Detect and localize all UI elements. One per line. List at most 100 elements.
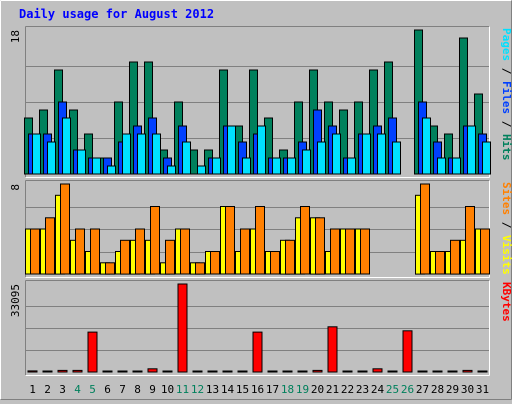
bar-pages-day-3 [62, 117, 71, 175]
bar-sites-day-18 [285, 239, 295, 275]
x-tick-label-day-30: 30 [461, 383, 474, 396]
x-tick-label-day-19: 19 [296, 383, 309, 396]
bar-kbytes-day-19 [297, 370, 308, 373]
legend-entry-kbytes: KBytes [500, 282, 512, 322]
x-tick-label-day-3: 3 [59, 383, 66, 396]
bar-sites-day-15 [240, 228, 250, 275]
bar-pages-day-25 [392, 141, 401, 175]
x-tick-label-day-20: 20 [311, 383, 324, 396]
bar-kbytes-day-5 [87, 331, 98, 373]
bar-pages-day-28 [437, 157, 446, 175]
bar-pages-day-31 [482, 141, 491, 175]
bar-pages-day-9 [152, 133, 161, 175]
bar-pages-day-11 [182, 141, 191, 175]
bar-sites-day-5 [90, 228, 100, 275]
x-tick-label-day-26: 26 [401, 383, 414, 396]
bar-pages-day-17 [272, 157, 281, 175]
bar-pages-day-19 [302, 149, 311, 175]
bar-sites-day-16 [255, 206, 265, 275]
x-tick-label-day-25: 25 [386, 383, 399, 396]
legend: Pages / Files / Hits Sites / Visits KBytes [500, 28, 512, 322]
x-tick-label-day-16: 16 [251, 383, 264, 396]
panel-sites-visits [25, 180, 490, 278]
bar-sites-day-10 [165, 239, 175, 275]
panel-kbytes [25, 280, 490, 376]
bar-pages-day-5 [92, 157, 101, 175]
legend-entry-pages: Pages [500, 28, 512, 61]
bar-sites-day-6 [105, 262, 115, 275]
bar-pages-day-4 [77, 149, 86, 175]
bar-kbytes-day-9 [147, 368, 158, 373]
x-tick-label-day-27: 27 [416, 383, 429, 396]
x-tick-label-day-12: 12 [191, 383, 204, 396]
bar-kbytes-day-20 [312, 369, 323, 373]
bar-pages-day-6 [107, 165, 116, 175]
bar-pages-day-10 [167, 165, 176, 175]
bar-pages-day-7 [122, 133, 131, 175]
bar-kbytes-day-22 [342, 370, 353, 373]
bar-kbytes-day-6 [102, 370, 113, 373]
bar-pages-day-29 [452, 157, 461, 175]
y-axis-max-label: 8 [9, 184, 22, 191]
y-axis-max-label: 18 [9, 30, 22, 43]
bar-pages-day-1 [32, 133, 41, 175]
bar-pages-day-18 [287, 157, 296, 175]
legend-sites-visits: Sites / Visits [500, 182, 512, 275]
x-tick-label-day-15: 15 [236, 383, 249, 396]
bar-pages-day-24 [377, 133, 386, 175]
bar-pages-day-15 [242, 157, 251, 175]
bar-pages-day-2 [47, 141, 56, 175]
bar-kbytes-day-28 [432, 370, 443, 373]
bar-pages-day-30 [467, 125, 476, 175]
bar-sites-day-1 [30, 228, 40, 275]
bar-kbytes-day-31 [477, 370, 488, 373]
bar-sites-day-2 [45, 217, 55, 275]
bar-kbytes-day-11 [177, 283, 188, 373]
bar-sites-day-11 [180, 228, 190, 275]
bar-sites-day-28 [435, 251, 445, 275]
bar-pages-day-22 [347, 157, 356, 175]
bar-sites-day-31 [480, 228, 490, 275]
bar-kbytes-day-21 [327, 326, 338, 373]
legend-entry-visits: Visits [500, 235, 512, 275]
legend-kbytes: KBytes [500, 282, 512, 322]
bar-kbytes-day-17 [267, 370, 278, 373]
x-tick-label-day-7: 7 [119, 383, 126, 396]
bar-sites-day-4 [75, 228, 85, 275]
bar-kbytes-day-29 [447, 370, 458, 373]
bar-pages-day-20 [317, 141, 326, 175]
x-tick-label-day-18: 18 [281, 383, 294, 396]
bar-sites-day-8 [135, 228, 145, 275]
bar-kbytes-day-30 [462, 369, 473, 373]
y-axis-max-label: 33095 [9, 284, 22, 317]
panel-hits-files-pages [24, 26, 491, 178]
x-tick-label-day-23: 23 [356, 383, 369, 396]
bar-pages-day-8 [137, 133, 146, 175]
bar-pages-day-14 [227, 125, 236, 175]
bar-kbytes-day-12 [192, 370, 203, 373]
bar-kbytes-day-4 [72, 369, 83, 373]
x-tick-label-day-17: 17 [266, 383, 279, 396]
x-tick-label-day-22: 22 [341, 383, 354, 396]
bar-pages-day-21 [332, 133, 341, 175]
bar-kbytes-day-18 [282, 370, 293, 373]
bar-kbytes-day-3 [57, 369, 68, 373]
x-tick-label-day-29: 29 [446, 383, 459, 396]
bar-kbytes-day-7 [117, 370, 128, 373]
bar-kbytes-day-13 [207, 370, 218, 373]
bar-kbytes-day-26 [402, 330, 413, 373]
bar-kbytes-day-8 [132, 370, 143, 373]
legend-separator: / [500, 215, 512, 235]
bar-kbytes-day-14 [222, 370, 233, 373]
bar-sites-day-9 [150, 206, 160, 275]
x-tick-label-day-11: 11 [176, 383, 189, 396]
bar-sites-day-20 [315, 217, 325, 275]
legend-entry-hits: Hits [500, 134, 512, 161]
x-tick-label-day-10: 10 [161, 383, 174, 396]
bar-sites-day-23 [360, 228, 370, 275]
bar-kbytes-day-15 [237, 370, 248, 373]
chart-title: Daily usage for August 2012 [19, 7, 214, 21]
legend-hits-files-pages: Pages / Files / Hits [500, 28, 512, 161]
legend-separator: / [500, 61, 512, 81]
